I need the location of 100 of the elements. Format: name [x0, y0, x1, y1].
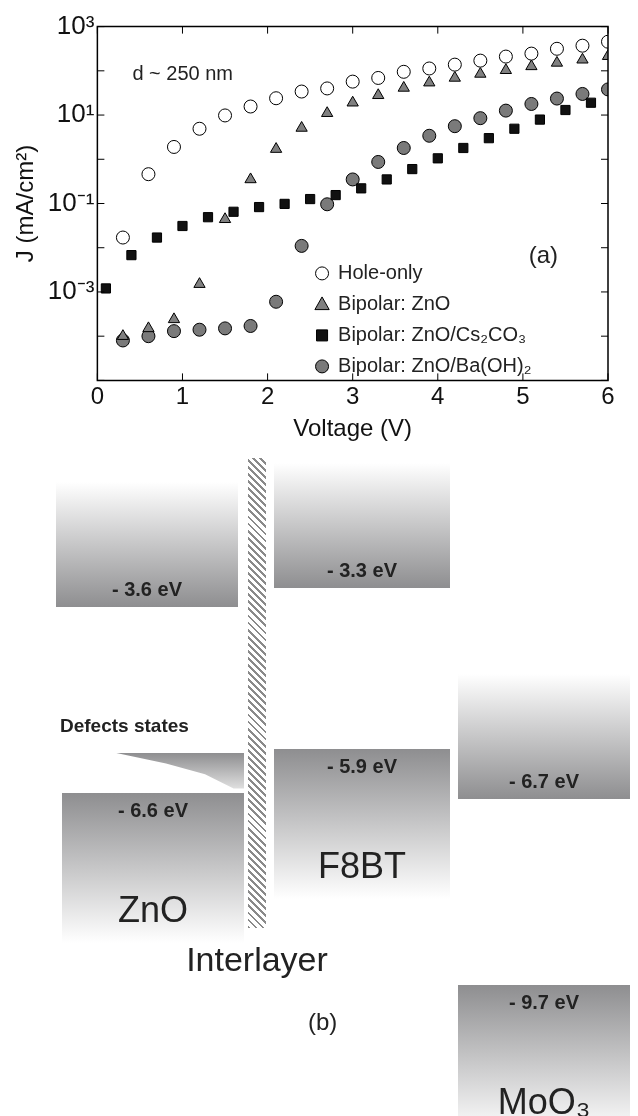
point	[269, 294, 284, 309]
point	[218, 212, 232, 224]
category-label: ZnO	[117, 888, 189, 931]
point	[218, 108, 233, 123]
category-label: F8BT	[317, 845, 407, 888]
point	[396, 140, 411, 155]
data-label: - 3.6 eV	[110, 577, 183, 601]
point	[371, 70, 386, 85]
point	[396, 64, 411, 79]
point	[422, 61, 437, 76]
x-tick-label: 2	[260, 382, 275, 410]
point	[483, 133, 494, 144]
shaded-block: - 3.3 eV	[274, 463, 450, 588]
point	[575, 38, 590, 53]
point	[166, 324, 181, 339]
y-axis-title: J (mA/cm²)	[11, 144, 39, 263]
point	[422, 128, 437, 143]
point	[381, 174, 392, 185]
point	[141, 167, 156, 182]
y-tick-label: 10³	[56, 9, 95, 40]
point	[345, 172, 360, 187]
point	[269, 142, 283, 153]
point	[549, 91, 564, 106]
text: (b)	[308, 1008, 338, 1036]
point	[458, 142, 469, 154]
point	[320, 197, 335, 212]
point	[509, 123, 520, 134]
x-tick-label: 6	[601, 382, 615, 410]
data-label: - 6.7 eV	[507, 769, 580, 793]
point	[243, 318, 258, 333]
text: Defects states	[60, 714, 189, 737]
point	[320, 81, 335, 96]
point	[126, 250, 137, 261]
point	[167, 312, 181, 324]
point	[115, 230, 130, 245]
x-tick-label: 3	[346, 382, 360, 410]
point	[294, 84, 309, 99]
point	[177, 220, 188, 232]
data-label: - 9.7 eV	[507, 990, 580, 1014]
point	[228, 206, 239, 217]
point	[432, 153, 443, 164]
point	[498, 49, 513, 64]
point	[243, 99, 258, 114]
point	[524, 96, 539, 111]
point	[524, 46, 539, 61]
point	[166, 139, 181, 154]
point	[192, 322, 207, 337]
point	[407, 163, 418, 175]
point	[269, 91, 284, 106]
x-tick-label: 5	[516, 382, 530, 410]
point	[330, 189, 341, 201]
point	[499, 63, 513, 75]
point	[202, 212, 214, 223]
x-tick-label: 1	[175, 382, 190, 410]
y-tick-label: 10⁻¹	[47, 186, 95, 217]
point	[585, 97, 597, 108]
point	[473, 53, 488, 68]
point	[371, 154, 386, 169]
point	[294, 238, 309, 253]
point	[534, 114, 546, 125]
data-label: - 6.6 eV	[116, 798, 189, 822]
point	[397, 80, 410, 92]
point	[549, 41, 564, 56]
data-label: - 3.3 eV	[325, 559, 398, 582]
legend-label: Hole-only	[338, 260, 423, 283]
point	[244, 172, 257, 184]
point	[575, 86, 590, 101]
point	[448, 70, 461, 82]
data-label: - 5.9 eV	[325, 755, 398, 779]
point	[550, 55, 564, 67]
point	[321, 106, 334, 117]
point	[100, 283, 111, 294]
point	[151, 232, 163, 243]
point	[192, 121, 207, 136]
point	[305, 193, 316, 205]
point	[372, 88, 385, 100]
y-tick-label: 10¹	[56, 98, 95, 129]
y-tick-label: 10⁻³	[47, 275, 95, 306]
x-tick-label: 4	[431, 382, 445, 410]
point	[346, 95, 359, 107]
legend-label: Bipolar: ZnO/Ba(OH)₂	[338, 353, 532, 376]
x-tick-label: 0	[90, 382, 105, 410]
point	[193, 277, 206, 288]
point	[576, 52, 589, 64]
point	[345, 74, 360, 89]
point	[279, 198, 290, 209]
annotation: (a)	[528, 241, 558, 269]
point	[295, 120, 308, 132]
point	[423, 75, 436, 87]
point	[218, 321, 233, 336]
category-label: Interlayer	[185, 940, 329, 979]
legend-label: Bipolar: ZnO/Cs₂CO₃	[338, 322, 527, 345]
point	[253, 201, 265, 213]
point	[447, 119, 462, 134]
point	[474, 66, 487, 78]
annotation: d ~ 250 nm	[132, 62, 233, 85]
point	[356, 183, 367, 194]
point	[525, 59, 538, 71]
x-axis-title: Voltage (V)	[293, 414, 413, 442]
point	[473, 111, 488, 126]
